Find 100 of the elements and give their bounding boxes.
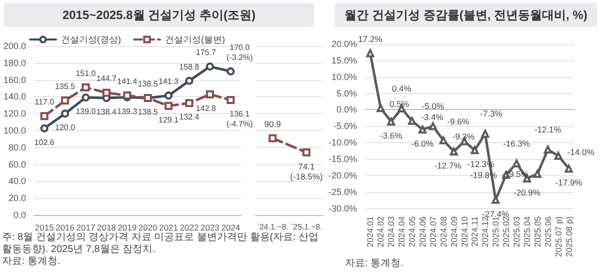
y-tick-label: -25.0% (328, 186, 357, 197)
data-label: -9.6% (447, 116, 470, 126)
y-tick-label: 80.0 (8, 142, 26, 152)
point (512, 159, 521, 168)
legend-label: 건설기성(경상) (61, 34, 122, 44)
point (418, 125, 426, 134)
y-tick-label: 0.0 (13, 210, 26, 220)
legend-label: 건설기성(불변) (165, 34, 225, 44)
y-tick-label: 10.0% (331, 72, 357, 82)
data-label: 170.0 (-3.2%) (226, 42, 254, 62)
data-label: 90.9 (264, 119, 282, 130)
point (206, 90, 214, 98)
y-tick-label: 160.0 (3, 74, 26, 85)
x-tick-label: 2025.02 (501, 216, 512, 248)
point (61, 96, 70, 105)
data-label: 141.4 (117, 77, 138, 86)
data-label: 144.7 (96, 74, 118, 84)
x-tick-label: 2024.05 (407, 216, 418, 248)
data-label: -5.0% (422, 101, 444, 112)
data-label: -12.1% (534, 124, 562, 135)
x-tick-label: `24.1.~8. (256, 222, 288, 232)
y-tick-label: -30.0% (328, 203, 357, 214)
data-label: 142.8 (196, 104, 217, 113)
y-tick-label: -5.0% (333, 121, 357, 132)
data-label: 139.3 (117, 106, 138, 116)
x-tick-label: 2024.10 (459, 216, 470, 248)
data-label: 138.5 (138, 79, 158, 88)
point (164, 102, 173, 110)
data-label: -20.9% (514, 187, 541, 198)
x-tick-label: 2024 (221, 222, 240, 232)
data-label: 141.3 (158, 77, 180, 86)
x-tick-label: 2025.01 (490, 216, 501, 248)
point (185, 76, 194, 85)
x-tick-label: 2016 (56, 222, 75, 232)
point (439, 136, 448, 144)
x-tick-label: 2024.04 (396, 216, 407, 248)
y-tick-label: 140.0 (3, 92, 26, 102)
x-tick-label: 2025.05 (532, 216, 542, 248)
y-tick-label: -10.0% (328, 138, 357, 148)
point (450, 147, 458, 156)
x-tick-label: 2022 (180, 222, 199, 232)
point (206, 62, 214, 71)
point (102, 88, 110, 97)
data-label: -7.3% (480, 108, 503, 119)
data-label: 138.4 (96, 108, 118, 117)
y-tick-label: 20.0% (331, 39, 357, 49)
data-label: -3.4% (421, 112, 444, 122)
y-tick-label: 60.0 (8, 159, 26, 170)
y-tick-label: 20.0 (8, 193, 26, 204)
x-tick-label: 2025.07 p) (553, 216, 564, 258)
x-tick-label: 2025.04 (522, 216, 532, 248)
point (185, 99, 194, 108)
data-label: 117.0 (34, 98, 55, 107)
data-label: -16.3% (503, 138, 530, 148)
data-label: 135.5 (55, 82, 76, 92)
x-tick-label: 2024.11 (470, 216, 480, 246)
y-tick-label: 180.0 (3, 58, 26, 68)
x-tick-label: 2025.06 (542, 216, 553, 248)
y-tick-label: 5.0% (336, 88, 357, 98)
data-label: -6.0% (411, 138, 434, 148)
data-label: 0.5% (390, 99, 410, 110)
chart-title: 월간 건설기성 증감률(불변, 전년동월대비, %) (335, 3, 597, 27)
text: 주: 8월 건설기성의 경상가격 자료 미공표로 불변가격만 활용(자료: 산업활동동향). 2025년 7,8월은 잠정치. (2, 232, 320, 256)
point (82, 83, 90, 92)
point (226, 96, 235, 104)
x-tick-label: 2017 (76, 222, 96, 232)
point (428, 122, 437, 130)
data-label: -14.0% (567, 146, 595, 157)
point (226, 67, 235, 76)
data-label: 17.2% (358, 34, 383, 44)
data-label: 175.7 (196, 48, 217, 58)
point (387, 118, 396, 126)
x-tick-label: 2024.06 (417, 216, 428, 248)
x-tick-label: 2021 (159, 222, 178, 232)
chart-title: 2015~2025.8월 건설기성 추이(조원) (4, 3, 314, 27)
point (366, 49, 374, 58)
x-tick-label: 2019 (118, 222, 137, 232)
x-tick-label: 2024.12 (480, 216, 490, 248)
point (470, 146, 479, 154)
data-label: 102.6 (34, 138, 55, 147)
data-label: 136.1 (-4.7%) (226, 109, 254, 128)
data-label: 139.0 (76, 107, 96, 116)
y-tick-label: 40.0 (8, 176, 26, 186)
data-label: 129.1 (158, 115, 180, 124)
x-tick-label: 2024.09 (448, 216, 459, 248)
x-tick-label: 2020 (138, 222, 158, 232)
x-tick-label: 2018 (96, 222, 116, 232)
y-tick-label: 120.0 (3, 108, 26, 119)
x-tick-label: 2015 (34, 222, 54, 232)
data-label: 138.5 (138, 107, 158, 116)
data-label: -17.9% (555, 178, 583, 188)
point (376, 104, 385, 112)
x-tick-label: 2024.01 (365, 216, 376, 248)
data-label: 132.4 (179, 112, 200, 122)
point (40, 124, 48, 132)
x-tick-label: `25.1.~8. (290, 222, 322, 232)
point (564, 164, 573, 173)
x-tick-label: 2023 (200, 222, 220, 232)
point (481, 130, 490, 138)
data-label: 120.0 (55, 123, 76, 132)
